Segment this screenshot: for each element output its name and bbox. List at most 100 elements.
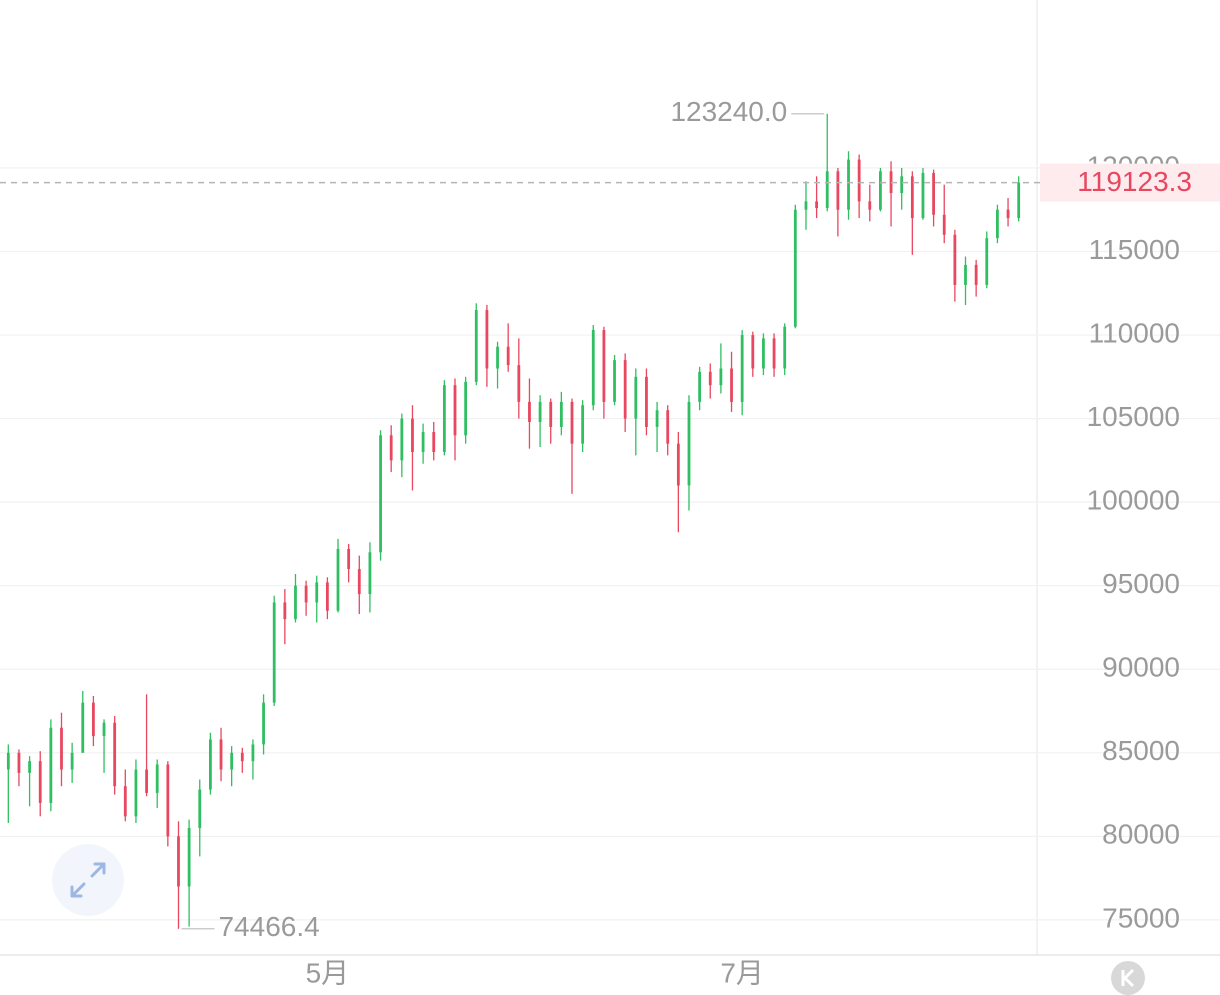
candle-body: [70, 752, 74, 770]
candle-body: [389, 435, 393, 461]
candle-body: [698, 371, 702, 402]
candle-body: [655, 410, 659, 427]
candle-body: [1006, 209, 1010, 219]
candle-body: [974, 264, 978, 285]
candle-body: [432, 431, 436, 453]
candle-body: [804, 201, 808, 210]
candle-body: [123, 786, 127, 817]
candle-body: [910, 176, 914, 219]
candle-body: [304, 585, 308, 603]
y-tick-label: 95000: [1102, 568, 1180, 599]
candle-body: [347, 548, 351, 569]
candle-body: [155, 764, 159, 793]
candle-body: [28, 761, 31, 773]
k-circle[interactable]: [1111, 961, 1145, 995]
candle-body: [38, 761, 42, 803]
candle-body: [900, 176, 904, 194]
candle-body: [485, 309, 489, 369]
candle-body: [464, 381, 468, 436]
y-tick-label: 100000: [1087, 485, 1180, 516]
candle-body: [879, 171, 882, 210]
candle-body: [634, 376, 638, 419]
candle-body: [6, 752, 10, 770]
candle-body: [60, 727, 63, 770]
candle-body: [613, 360, 616, 402]
candle-body: [315, 582, 319, 603]
candle-body: [645, 376, 648, 427]
candle-body: [666, 410, 670, 444]
candle-body: [400, 418, 404, 461]
candle-body: [442, 385, 446, 453]
candle-body: [549, 401, 553, 427]
candle-body: [251, 744, 255, 762]
candle-body: [868, 201, 872, 210]
expand-button[interactable]: [52, 844, 124, 916]
candle-body: [411, 418, 414, 453]
last-price-label: 119123.3: [1077, 166, 1192, 197]
candle-body: [208, 739, 212, 790]
candle-body: [602, 330, 606, 402]
candle-body: [836, 171, 840, 210]
overlay: 5月 7月 123240.0 74466.4 119123.3: [0, 96, 1220, 988]
x-tick-label: 5月: [306, 957, 350, 988]
candle-body: [932, 172, 935, 215]
candle-body: [368, 552, 372, 595]
candle-body: [528, 401, 531, 422]
candle-body: [198, 789, 202, 829]
candle-body: [453, 385, 457, 436]
candle-body: [177, 836, 180, 887]
y-tick-label: 115000: [1089, 234, 1180, 265]
candle-body: [336, 548, 340, 611]
x-tick-label: 7月: [720, 957, 764, 988]
candle-body: [17, 752, 21, 773]
candle-body: [240, 752, 244, 762]
expand-circle[interactable]: [52, 844, 124, 916]
candle-body: [847, 159, 850, 210]
y-tick-label: 90000: [1102, 652, 1180, 683]
candle-body: [506, 346, 510, 366]
candle-body: [230, 752, 234, 770]
candle-body: [772, 338, 776, 369]
candle-body: [538, 401, 542, 422]
last-price-box: [1040, 163, 1220, 202]
candle-body: [953, 234, 957, 285]
candle-body: [102, 722, 106, 737]
collapse-button[interactable]: [1111, 961, 1145, 995]
candle-body: [751, 335, 755, 369]
candle-body: [996, 209, 999, 239]
candle-body: [496, 346, 499, 369]
candle-body: [1017, 182, 1021, 219]
candle-body: [92, 702, 95, 737]
expand-icon: [70, 862, 106, 898]
candle-body: [49, 727, 53, 803]
candle-body: [581, 405, 585, 444]
candle-body: [272, 602, 276, 703]
candle-body: [379, 435, 382, 553]
candle-body: [421, 431, 425, 453]
candle-body: [985, 238, 989, 285]
min-annotation: 74466.4: [218, 911, 319, 942]
candle-body: [942, 214, 946, 235]
candle-body: [921, 172, 925, 219]
grid: 75000 80000 85000 90000 95000 100000 105000 110…: [0, 150, 1220, 933]
candle-body: [719, 368, 723, 386]
candle-body: [474, 309, 478, 382]
candle-body: [570, 401, 574, 444]
candle-body: [134, 769, 138, 817]
candle-body: [187, 828, 191, 887]
candle-body: [730, 368, 733, 402]
candle-body: [676, 443, 680, 486]
candle-body: [783, 326, 787, 369]
candle-body: [815, 201, 819, 209]
k-icon: [1121, 968, 1135, 988]
y-tick-label: 75000: [1102, 902, 1180, 933]
candle-body: [740, 335, 744, 402]
candle-body: [325, 582, 329, 611]
y-tick-label: 110000: [1089, 317, 1180, 348]
candle-body: [262, 702, 265, 745]
candle-body: [708, 371, 712, 386]
candle-body: [762, 338, 765, 369]
candle-body: [623, 360, 627, 419]
